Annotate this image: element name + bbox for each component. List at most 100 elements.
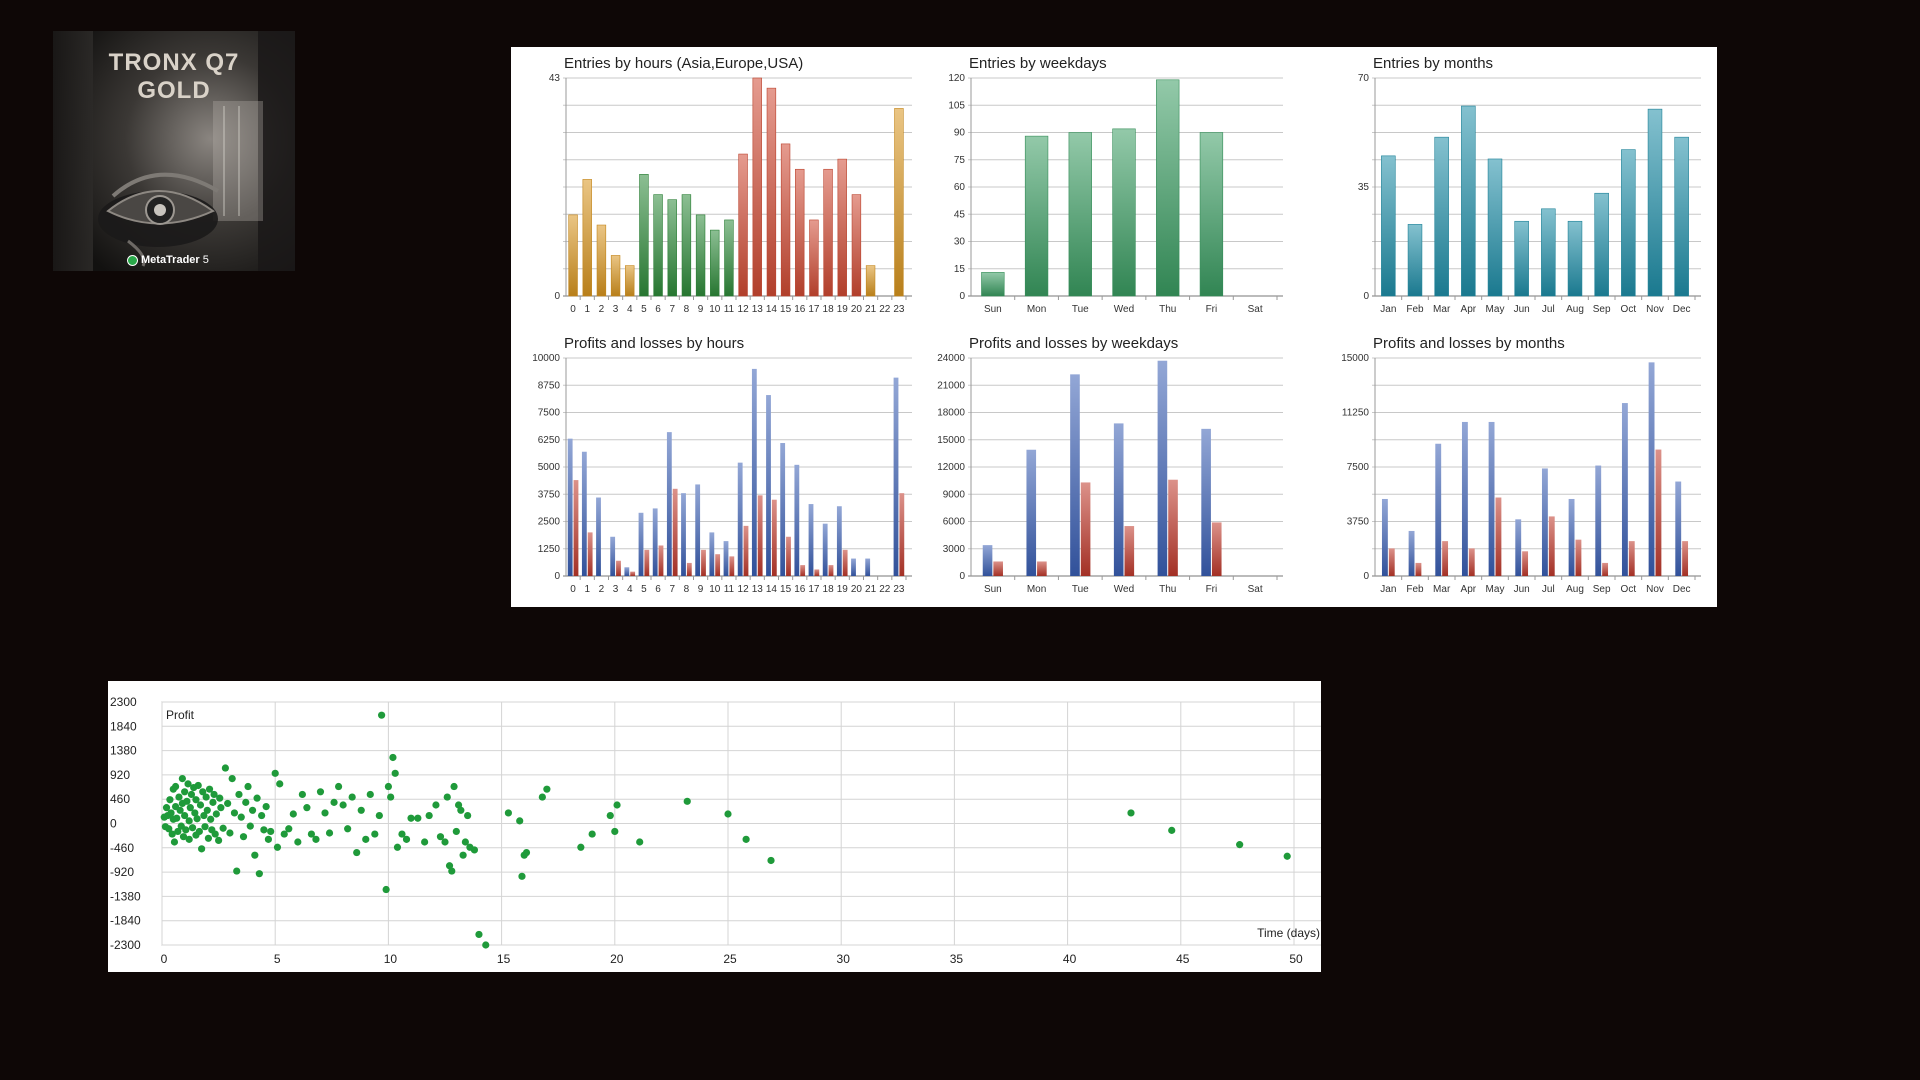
x-tick-label: Feb xyxy=(1406,304,1424,315)
scatter-point xyxy=(425,811,433,820)
loss-bar xyxy=(1495,497,1502,576)
x-tick-label: Jul xyxy=(1542,304,1555,315)
y-tick-label: 15000 xyxy=(937,435,965,446)
scatter-point xyxy=(457,806,465,814)
bar xyxy=(823,168,833,297)
scatter-point xyxy=(167,809,175,817)
scatter-point xyxy=(353,848,361,857)
y-tick-label: 2300 xyxy=(110,695,137,709)
y-tick-label: 24000 xyxy=(937,353,965,364)
profit-bar xyxy=(567,438,573,576)
x-tick-label: 13 xyxy=(752,584,764,595)
scatter-point xyxy=(239,833,248,841)
x-tick-label: May xyxy=(1486,304,1505,315)
x-tick-label: Tue xyxy=(1072,584,1089,595)
scatter-point xyxy=(393,843,402,851)
x-tick-label: 3 xyxy=(613,584,619,595)
y-tick-label: 15 xyxy=(954,264,966,275)
scatter-point xyxy=(193,815,201,823)
metatrader-icon xyxy=(127,254,138,266)
bar xyxy=(695,214,706,297)
scatter-plot: 2300 1840 1380 920 460 0 -460 -920 -1380 -1840 -23… xyxy=(110,695,1321,966)
scatter-point xyxy=(464,811,472,820)
profit-bar xyxy=(737,462,743,576)
bar xyxy=(894,108,904,297)
scatter-point xyxy=(577,843,585,851)
loss-bar xyxy=(672,488,678,576)
scatter-point xyxy=(181,788,189,796)
x-tick-label: Thu xyxy=(1159,584,1176,595)
loss-bar xyxy=(1211,522,1222,576)
loss-bar xyxy=(842,549,848,576)
scatter-point xyxy=(303,804,311,812)
scatter-point xyxy=(262,802,270,811)
bar xyxy=(1024,135,1049,297)
x-tick-label: 25 xyxy=(723,952,737,966)
profit-bar xyxy=(851,558,856,576)
scatter-point xyxy=(185,817,193,825)
scatter-point xyxy=(1168,826,1176,834)
scatter-point xyxy=(196,801,205,809)
scatter-point xyxy=(280,830,288,838)
x-tick-label: 2 xyxy=(599,584,605,595)
x-tick-label: 21 xyxy=(865,304,877,315)
scatter-point xyxy=(264,835,273,843)
x-tick-label: Jun xyxy=(1514,304,1530,315)
x-tick-label: 11 xyxy=(724,304,735,315)
chart-title: Profits and losses by weekdays xyxy=(969,335,1178,352)
y-tick-label: 3000 xyxy=(943,544,966,555)
x-tick-label: Fri xyxy=(1206,584,1218,595)
x-tick-label: 5 xyxy=(641,304,647,315)
x-tick-label: 10 xyxy=(709,584,721,595)
bar xyxy=(1461,105,1476,297)
bar xyxy=(851,194,862,297)
loss-bar xyxy=(729,556,735,576)
scatter-point xyxy=(366,790,374,799)
scatter-point xyxy=(183,797,191,805)
x-tick-label: Wed xyxy=(1114,304,1134,315)
scatter-point xyxy=(285,825,293,833)
y-tick-label: 43 xyxy=(549,73,561,84)
chart-5: Profits and losses by weekdays 0 3000 6000 9… xyxy=(937,335,1283,595)
loss-bar xyxy=(1415,562,1422,576)
x-tick-label: Mon xyxy=(1027,304,1046,315)
bar xyxy=(752,77,762,297)
scatter-point xyxy=(233,867,241,875)
scatter-point xyxy=(198,845,206,853)
loss-bar xyxy=(1388,548,1395,576)
profit-bar xyxy=(1157,360,1168,576)
y-tick-label: 70 xyxy=(1358,73,1370,84)
x-tick-label: Sep xyxy=(1593,584,1611,595)
bar xyxy=(809,219,819,297)
scatter-point xyxy=(195,827,203,836)
y-tick-label: 9000 xyxy=(943,489,966,500)
x-tick-label: 9 xyxy=(698,304,704,315)
bar xyxy=(1199,132,1224,297)
profit-bar xyxy=(794,464,800,576)
scatter-point xyxy=(504,809,512,817)
scatter-point xyxy=(211,830,219,838)
bar xyxy=(738,153,748,297)
x-tick-label: 23 xyxy=(893,584,905,595)
loss-bar xyxy=(899,493,905,576)
y-tick-label: 0 xyxy=(959,571,965,582)
scatter-point xyxy=(339,801,347,809)
y-tick-label: 0 xyxy=(1363,571,1369,582)
profit-bar xyxy=(1568,498,1575,576)
scatter-point xyxy=(611,827,619,836)
loss-bar xyxy=(757,495,763,576)
bar xyxy=(1068,132,1092,297)
scatter-point xyxy=(179,833,188,841)
bar xyxy=(639,174,649,297)
bar xyxy=(1514,220,1529,297)
scatter-point xyxy=(246,822,254,830)
scatter-point xyxy=(219,824,227,832)
logo-title-line1: TRONX Q7 xyxy=(108,49,240,76)
bar xyxy=(1407,224,1423,297)
scatter-point xyxy=(201,823,209,831)
profit-bar xyxy=(1648,362,1655,576)
bar xyxy=(1674,136,1689,297)
bar xyxy=(865,265,876,297)
y-tick-label: 12000 xyxy=(937,462,965,473)
profit-bar xyxy=(1070,374,1080,576)
